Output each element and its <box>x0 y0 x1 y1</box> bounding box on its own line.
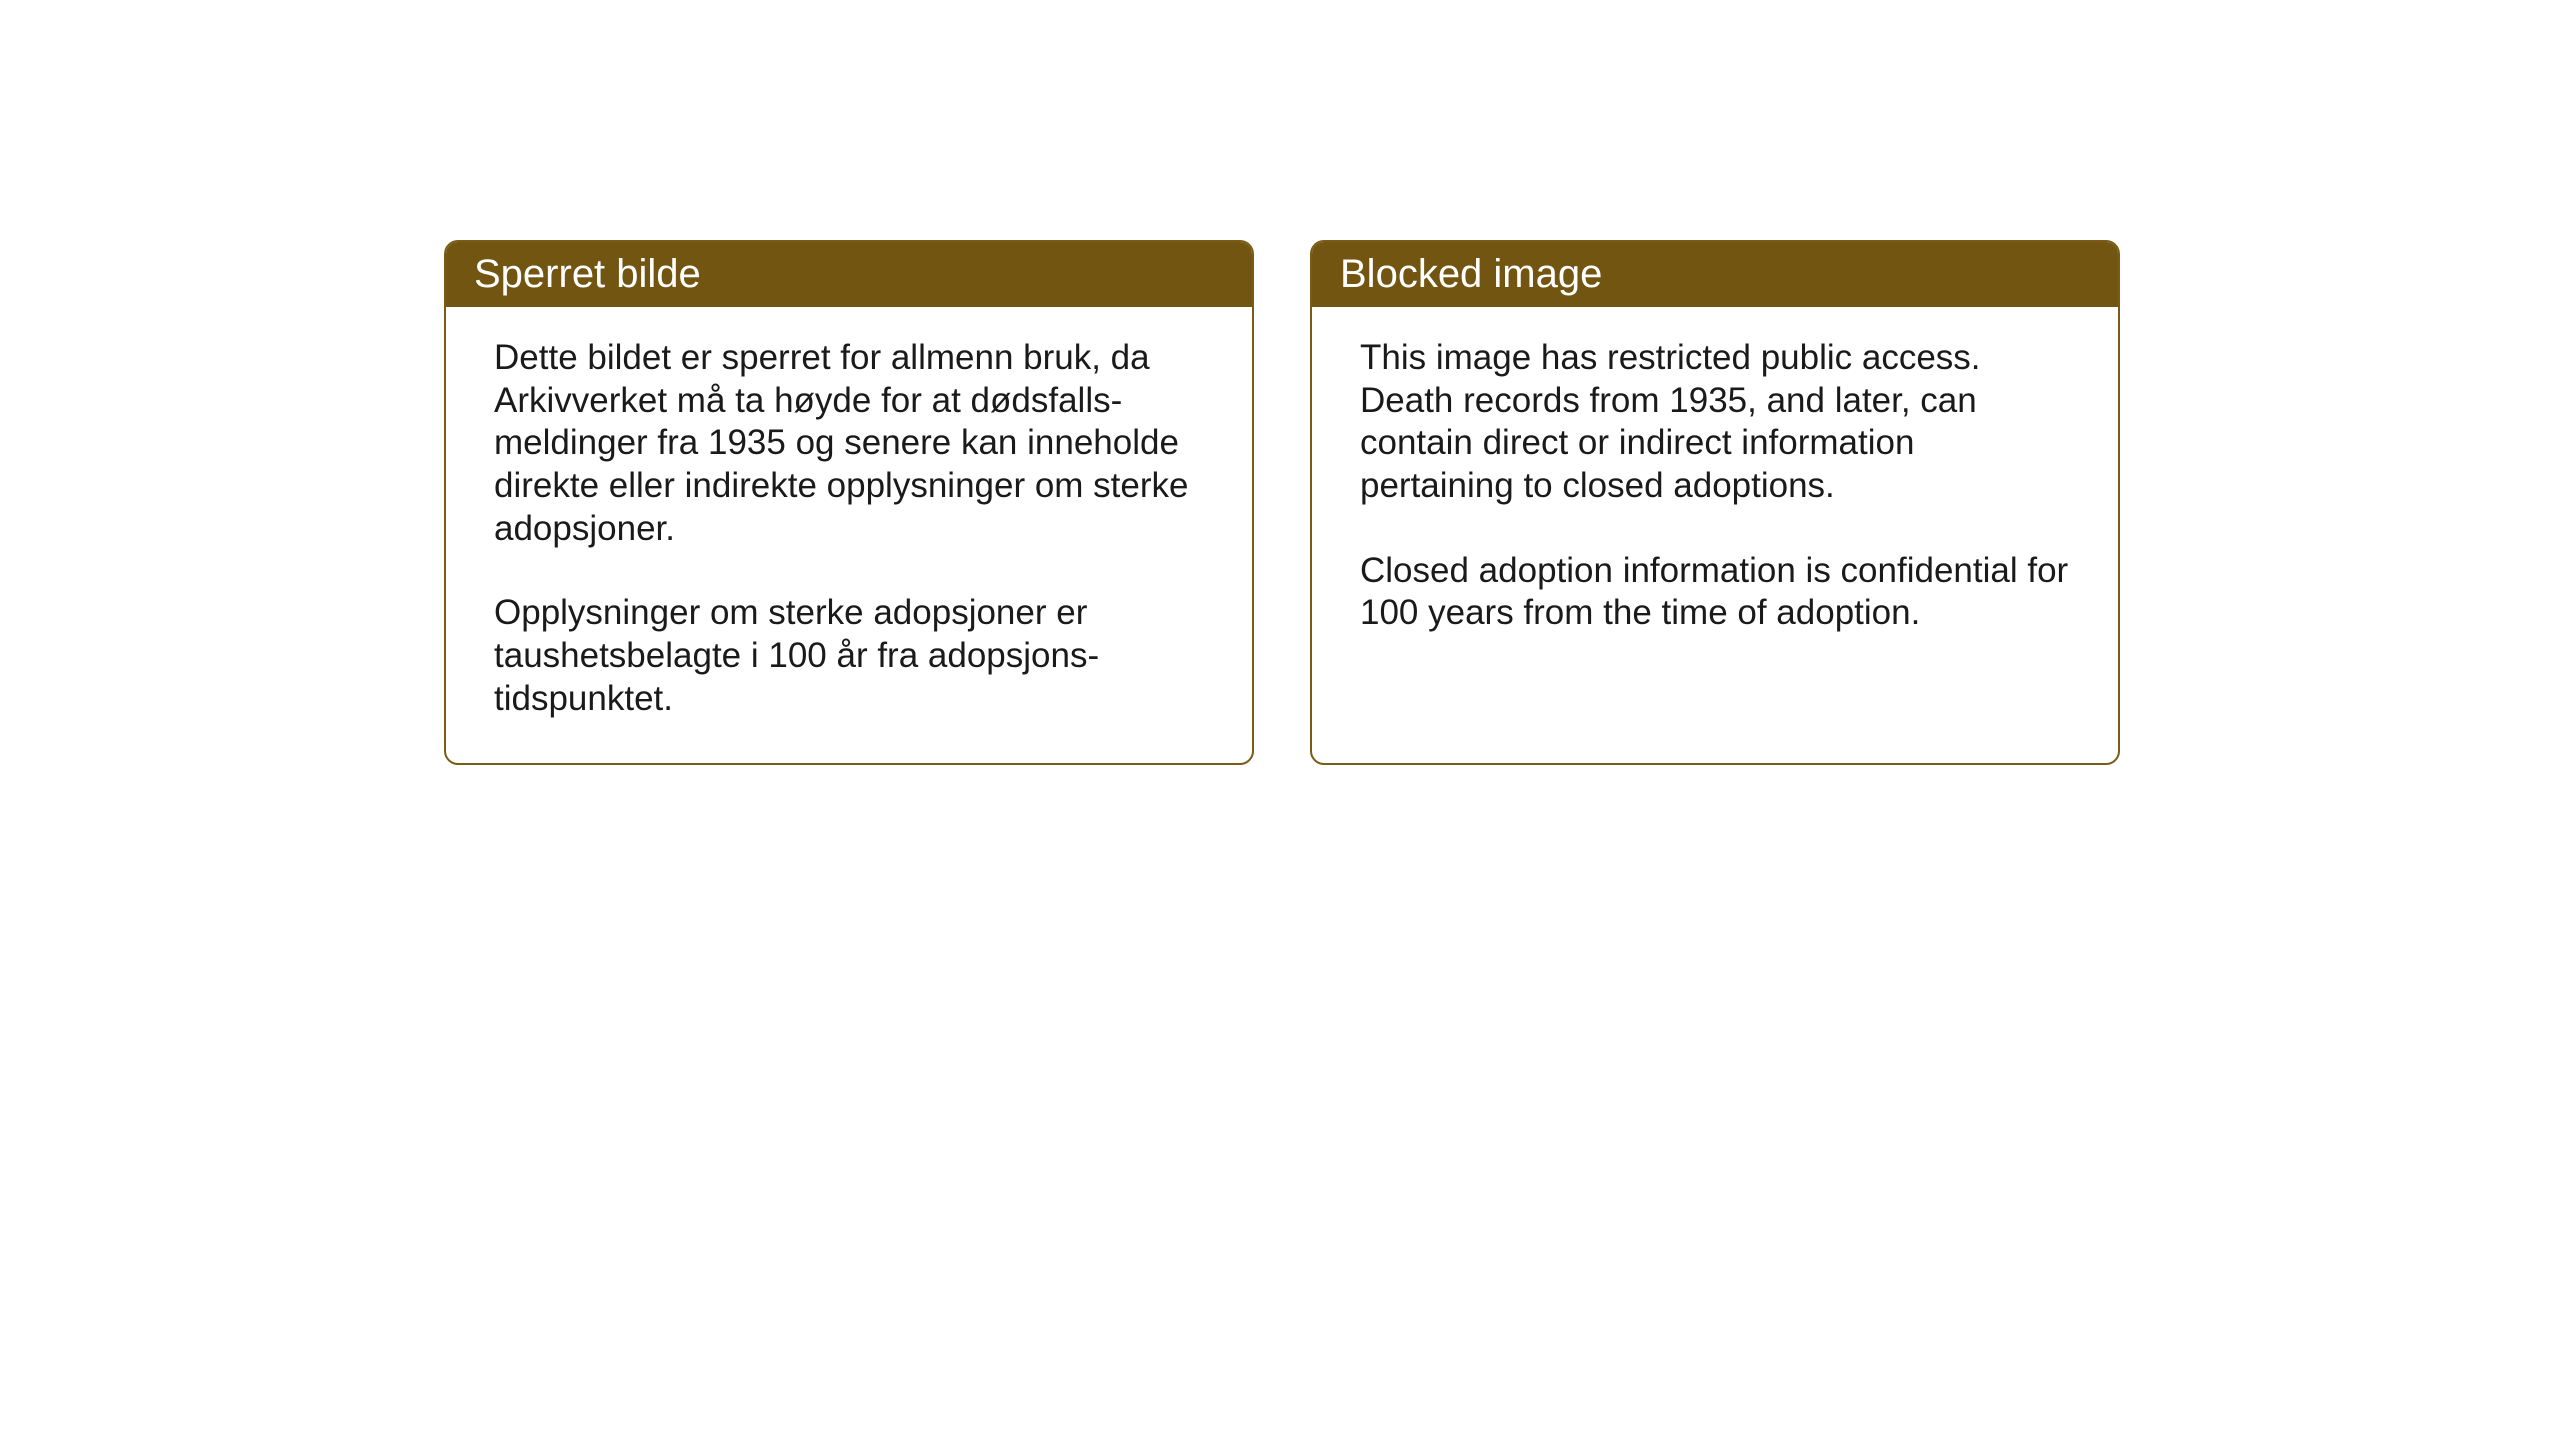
card-paragraph: Opplysninger om sterke adopsjoner er tau… <box>494 592 1204 720</box>
notice-container: Sperret bilde Dette bildet er sperret fo… <box>444 240 2120 765</box>
card-header-norwegian: Sperret bilde <box>446 242 1252 307</box>
card-paragraph: Closed adoption information is confident… <box>1360 550 2070 635</box>
notice-card-english: Blocked image This image has restricted … <box>1310 240 2120 765</box>
card-body-norwegian: Dette bildet er sperret for allmenn bruk… <box>446 307 1252 763</box>
notice-card-norwegian: Sperret bilde Dette bildet er sperret fo… <box>444 240 1254 765</box>
card-header-english: Blocked image <box>1312 242 2118 307</box>
card-title: Blocked image <box>1340 252 1602 296</box>
card-title: Sperret bilde <box>474 252 701 296</box>
card-paragraph: Dette bildet er sperret for allmenn bruk… <box>494 337 1204 550</box>
card-paragraph: This image has restricted public access.… <box>1360 337 2070 508</box>
card-body-english: This image has restricted public access.… <box>1312 307 2118 677</box>
